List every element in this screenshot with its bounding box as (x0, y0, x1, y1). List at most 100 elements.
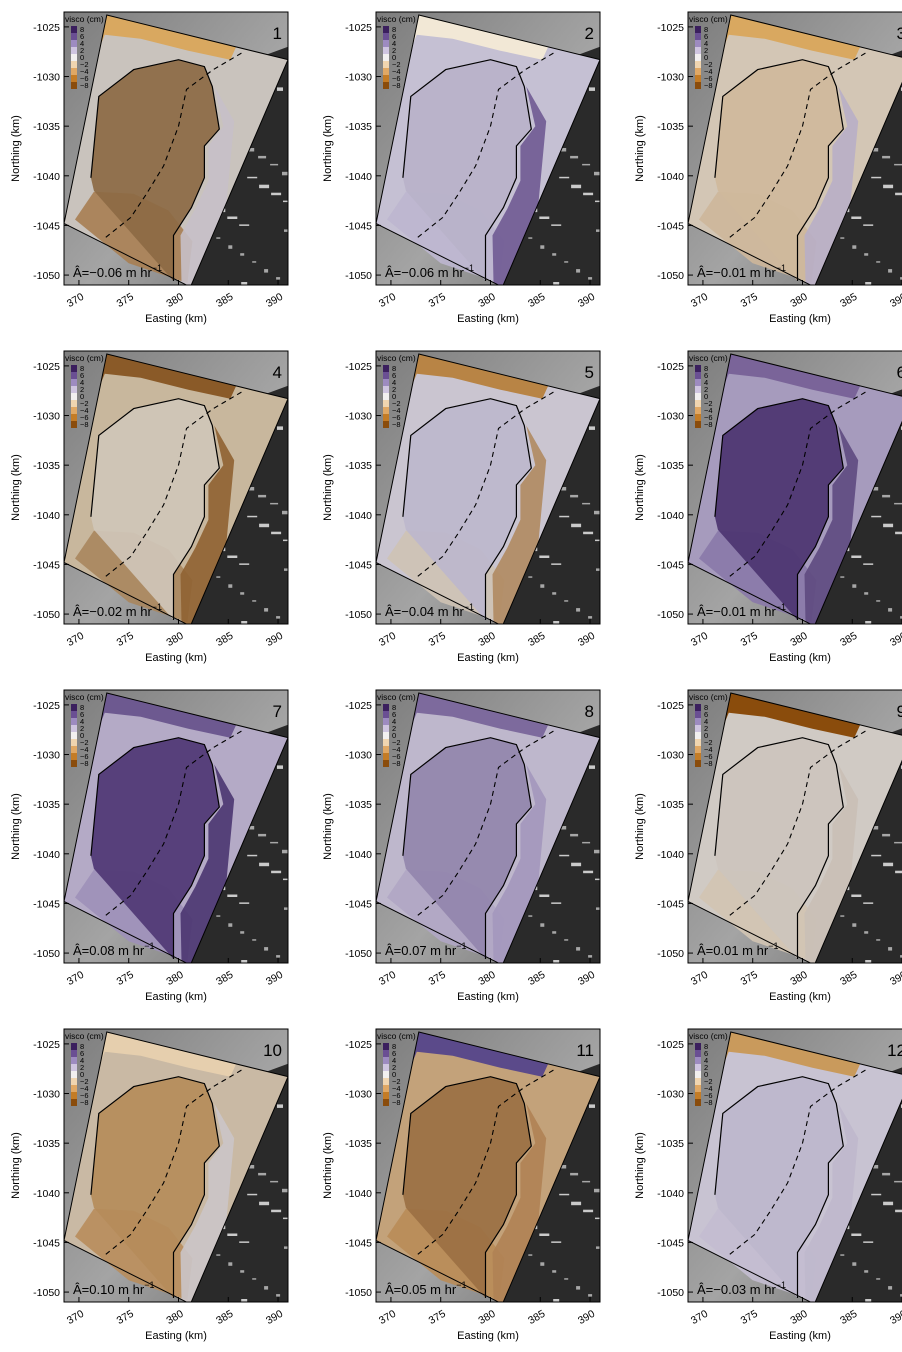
colorbar-tick-label: −2 (392, 60, 401, 69)
map-panel-svg: -1025 -1030 -1035 -1040 -1045 -1050 370 375 380 3… (634, 689, 902, 1003)
map-area (64, 12, 288, 285)
lobe-anomaly (402, 59, 532, 282)
colorbar-swatch (695, 82, 701, 89)
terrain-speckle (852, 923, 857, 927)
terrain-speckle (895, 1209, 902, 1213)
colorbar-swatch (695, 1064, 701, 1071)
terrain-speckle (552, 592, 557, 595)
terrain-speckle (227, 555, 238, 558)
terrain-speckle (264, 947, 269, 951)
upper-edge-anomaly (411, 1032, 549, 1077)
overlay-outline (376, 353, 600, 624)
glacier-outline (714, 1076, 844, 1298)
x-tick-label: 380 (164, 1308, 185, 1327)
colorbar-title: visco (cm) (65, 692, 104, 702)
terrain-speckle (241, 960, 248, 963)
colorbar-tick-label: 8 (80, 703, 84, 712)
map-area (64, 1029, 288, 1302)
y-tick-label: -1035 (345, 121, 372, 133)
terrain-speckle (276, 616, 281, 619)
overlay-outline (376, 14, 600, 285)
map-panel-svg: -1025 -1030 -1035 -1040 -1045 -1050 370 375 380 3… (10, 350, 289, 664)
terrain-speckle (284, 907, 288, 910)
colorbar-tick-label: 4 (704, 717, 708, 726)
x-tick-label: 385 (838, 291, 859, 310)
terrain-speckle (240, 253, 245, 256)
x-tick-label: 390 (264, 969, 285, 988)
rate-exponent: −1 (464, 263, 474, 273)
colorbar-swatch (71, 40, 77, 47)
terrain-speckle (270, 502, 279, 505)
terrain-speckle (528, 237, 533, 239)
y-tick-label: -1030 (345, 750, 372, 762)
colorbar-tick-label: −4 (704, 406, 713, 415)
terrain-speckle (528, 576, 533, 578)
terrain-speckle (596, 229, 600, 232)
terrain-speckle (883, 1201, 894, 1206)
rate-exponent: −1 (144, 941, 154, 951)
rate-exponent: −1 (152, 263, 162, 273)
rate-exponent: −1 (776, 1280, 786, 1290)
terrain-speckle (895, 192, 902, 196)
terrain-speckle (888, 1286, 893, 1290)
y-tick-label: -1050 (657, 1287, 684, 1299)
colorbar-tick-label: −6 (392, 1091, 401, 1100)
upper-edge-anomaly (411, 354, 549, 399)
terrain-speckle (283, 539, 288, 542)
colorbar-swatch (383, 1043, 389, 1050)
colorbar-tick-label: −4 (392, 1084, 401, 1093)
terrain-speckle (576, 608, 581, 612)
terrain-speckle (276, 955, 281, 958)
x-axis-label: Easting (km) (145, 652, 207, 664)
x-tick-label: 390 (264, 630, 285, 649)
terrain-speckle (589, 87, 595, 91)
flowline (417, 52, 555, 238)
lobe-anomaly (714, 737, 844, 959)
terrain-speckle (270, 841, 279, 844)
colorbar-tick-label: 8 (392, 703, 396, 712)
colorbar-swatch (71, 1050, 77, 1057)
colorbar-swatch (383, 1057, 389, 1064)
colorbar-swatch (695, 732, 701, 739)
colorbar-swatch (383, 1092, 389, 1099)
plot-frame (63, 689, 289, 964)
plot-frame (375, 350, 601, 625)
colorbar-tick-label: 8 (80, 364, 84, 373)
colorbar-swatch (383, 739, 389, 746)
colorbar-swatch (71, 1078, 77, 1085)
terrain-speckle (246, 148, 255, 152)
colorbar-swatch (71, 753, 77, 760)
terrain-speckle (252, 600, 257, 602)
x-tick-label: 375 (427, 969, 448, 988)
terrain-speckle (840, 576, 845, 578)
panel-number: 12 (887, 1041, 902, 1060)
colorbar-tick-label: −4 (80, 1084, 89, 1093)
terrain-speckle (264, 1286, 269, 1290)
terrain-speckle (559, 854, 570, 857)
plot-frame (63, 1028, 289, 1303)
terrain-speckle (227, 894, 238, 897)
x-tick-label: 370 (65, 1308, 86, 1327)
colorbar-tick-label: 6 (704, 371, 708, 380)
colorbar-title: visco (cm) (65, 1031, 104, 1041)
terrain-speckle (570, 155, 579, 159)
rate-exponent: −1 (456, 941, 466, 951)
map-panel-svg: -1025 -1030 -1035 -1040 -1045 -1050 370 375 380 3… (634, 1028, 902, 1342)
terrain-speckle (564, 1278, 569, 1280)
colorbar-swatch (71, 718, 77, 725)
colorbar-swatch (695, 365, 701, 372)
terrain-speckle (882, 494, 891, 498)
y-tick-label: -1050 (345, 609, 372, 621)
y-tick-label: -1050 (33, 270, 60, 282)
upper-edge-anomaly (411, 693, 549, 738)
rate-label: Â=−0.06 m hr−1 (73, 263, 162, 280)
plot-frame (687, 1028, 902, 1303)
terrain-speckle (596, 907, 600, 910)
colorbar-tick-label: −6 (80, 1091, 89, 1100)
terrain-speckle (583, 192, 594, 196)
y-tick-label: -1025 (33, 361, 60, 373)
